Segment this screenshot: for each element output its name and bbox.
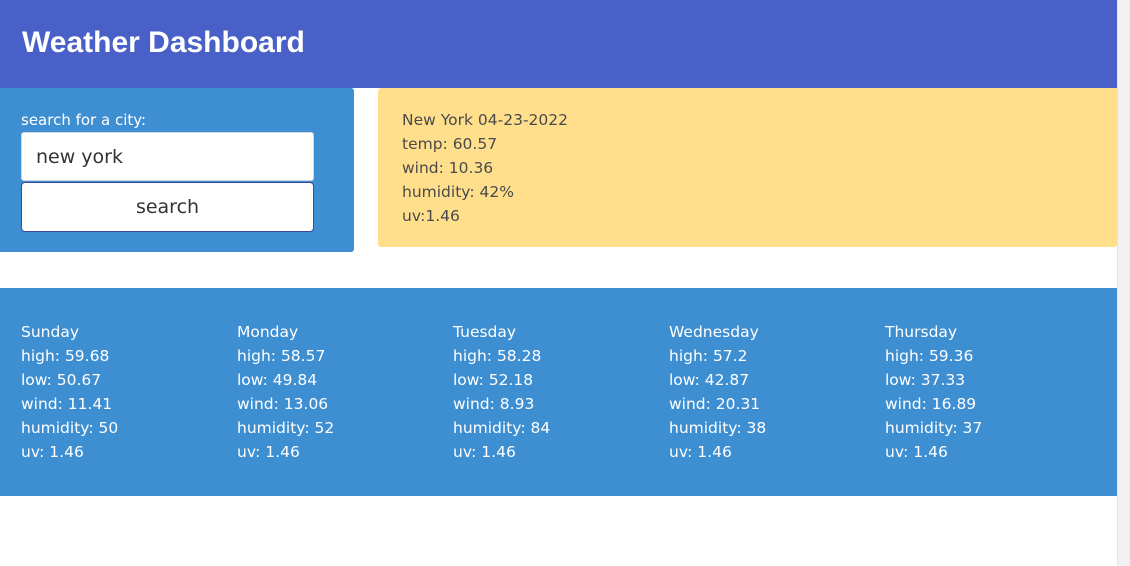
app-header: Weather Dashboard xyxy=(0,0,1117,88)
forecast-day-name: Thursday xyxy=(885,323,958,341)
forecast-panel xyxy=(0,288,1117,496)
forecast-uv: uv: 1.46 xyxy=(453,443,516,461)
forecast-uv: uv: 1.46 xyxy=(21,443,84,461)
forecast-low: low: 52.18 xyxy=(453,371,534,389)
current-city-date: New York 04-23-2022 xyxy=(402,111,568,129)
forecast-wind: wind: 13.06 xyxy=(237,395,329,413)
forecast-day-card: Tuesday high: 58.28 low: 52.18 wind: 8.9… xyxy=(453,320,550,464)
forecast-humidity: humidity: 37 xyxy=(885,419,983,437)
forecast-day-name: Wednesday xyxy=(669,323,759,341)
forecast-high: high: 57.2 xyxy=(669,347,748,365)
forecast-wind: wind: 20.31 xyxy=(669,395,761,413)
forecast-wind: wind: 16.89 xyxy=(885,395,977,413)
forecast-humidity: humidity: 84 xyxy=(453,419,551,437)
current-uv: uv:1.46 xyxy=(402,207,460,225)
forecast-humidity: humidity: 52 xyxy=(237,419,335,437)
forecast-day-card: Thursday high: 59.36 low: 37.33 wind: 16… xyxy=(885,320,982,464)
forecast-uv: uv: 1.46 xyxy=(669,443,732,461)
forecast-wind: wind: 11.41 xyxy=(21,395,113,413)
current-temp: temp: 60.57 xyxy=(402,135,498,153)
city-search-input[interactable] xyxy=(21,132,314,181)
forecast-day-name: Sunday xyxy=(21,323,79,341)
forecast-high: high: 58.28 xyxy=(453,347,542,365)
forecast-low: low: 42.87 xyxy=(669,371,750,389)
forecast-uv: uv: 1.46 xyxy=(237,443,300,461)
forecast-low: low: 49.84 xyxy=(237,371,318,389)
search-button[interactable]: search xyxy=(21,182,314,232)
forecast-day-card: Wednesday high: 57.2 low: 42.87 wind: 20… xyxy=(669,320,766,464)
current-wind: wind: 10.36 xyxy=(402,159,494,177)
forecast-day-name: Tuesday xyxy=(453,323,517,341)
forecast-high: high: 59.36 xyxy=(885,347,974,365)
forecast-wind: wind: 8.93 xyxy=(453,395,535,413)
forecast-day-card: Sunday high: 59.68 low: 50.67 wind: 11.4… xyxy=(21,320,118,464)
forecast-humidity: humidity: 50 xyxy=(21,419,119,437)
forecast-low: low: 37.33 xyxy=(885,371,966,389)
forecast-humidity: humidity: 38 xyxy=(669,419,767,437)
search-label: search for a city: xyxy=(21,111,147,129)
current-weather-details: New York 04-23-2022 temp: 60.57 wind: 10… xyxy=(402,108,568,228)
forecast-low: low: 50.67 xyxy=(21,371,102,389)
forecast-high: high: 59.68 xyxy=(21,347,110,365)
forecast-day-name: Monday xyxy=(237,323,299,341)
vertical-scrollbar[interactable] xyxy=(1117,0,1130,566)
current-weather-panel xyxy=(378,88,1117,247)
forecast-uv: uv: 1.46 xyxy=(885,443,948,461)
forecast-day-card: Monday high: 58.57 low: 49.84 wind: 13.0… xyxy=(237,320,334,464)
current-humidity: humidity: 42% xyxy=(402,183,514,201)
forecast-high: high: 58.57 xyxy=(237,347,326,365)
page-title: Weather Dashboard xyxy=(22,26,305,59)
